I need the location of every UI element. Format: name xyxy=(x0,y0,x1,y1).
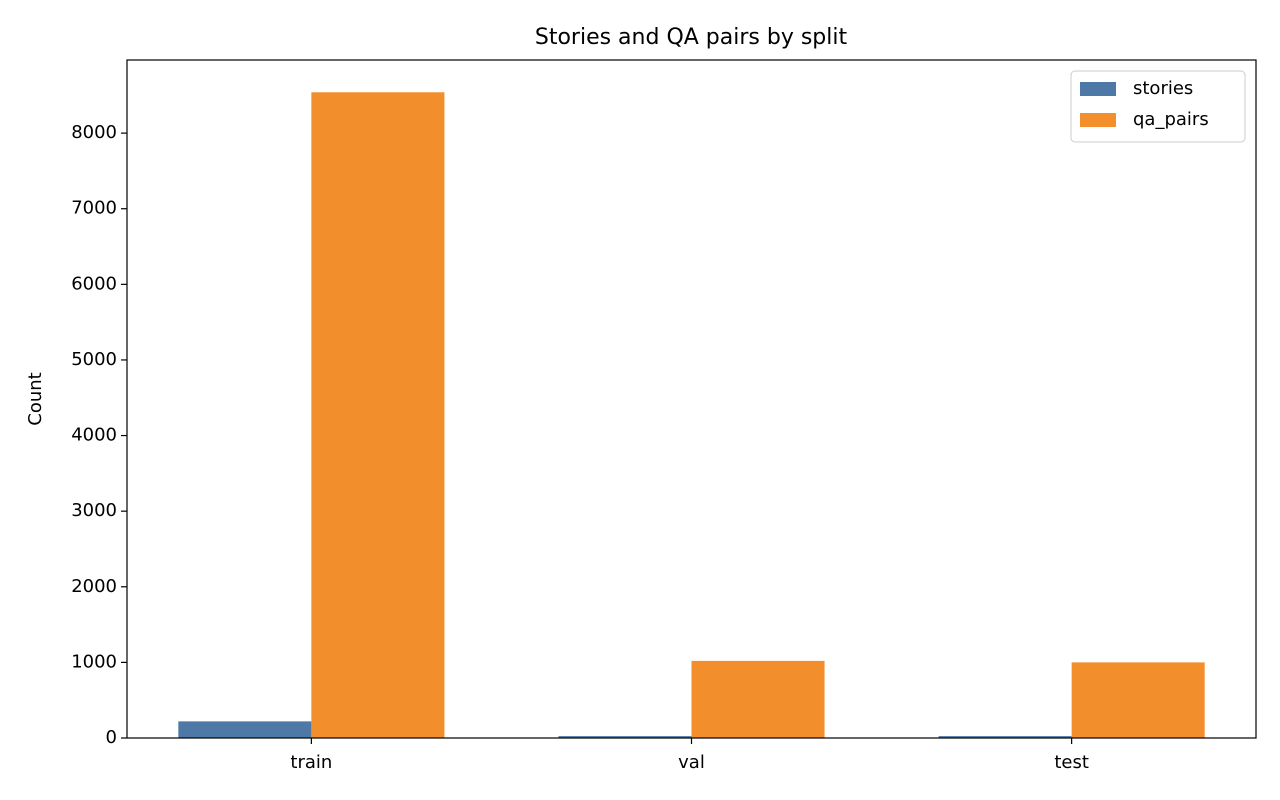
y-tick-label: 4000 xyxy=(71,425,117,446)
bar xyxy=(178,721,312,738)
y-tick-label: 3000 xyxy=(71,500,117,521)
chart-title: Stories and QA pairs by split xyxy=(535,25,848,50)
x-tick-label: test xyxy=(1054,752,1089,773)
y-tick-label: 6000 xyxy=(71,273,117,294)
y-tick-label: 2000 xyxy=(71,576,117,597)
x-tick-label: train xyxy=(290,752,332,773)
y-tick-label: 0 xyxy=(106,727,117,748)
y-axis-label: Count xyxy=(25,372,46,425)
bar xyxy=(938,736,1072,738)
bar xyxy=(311,92,445,739)
bar xyxy=(1071,662,1205,738)
y-tick-label: 5000 xyxy=(71,349,117,370)
y-tick-label: 1000 xyxy=(71,651,117,672)
legend-label: stories xyxy=(1133,78,1193,99)
y-tick-label: 8000 xyxy=(71,122,117,143)
legend-swatch xyxy=(1080,82,1116,96)
bar xyxy=(558,736,692,738)
bar xyxy=(691,660,825,738)
y-tick-label: 7000 xyxy=(71,198,117,219)
legend-label: qa_pairs xyxy=(1133,109,1209,130)
legend-swatch xyxy=(1080,113,1116,127)
plot-frame xyxy=(126,59,1257,739)
x-tick-label: val xyxy=(678,752,705,773)
